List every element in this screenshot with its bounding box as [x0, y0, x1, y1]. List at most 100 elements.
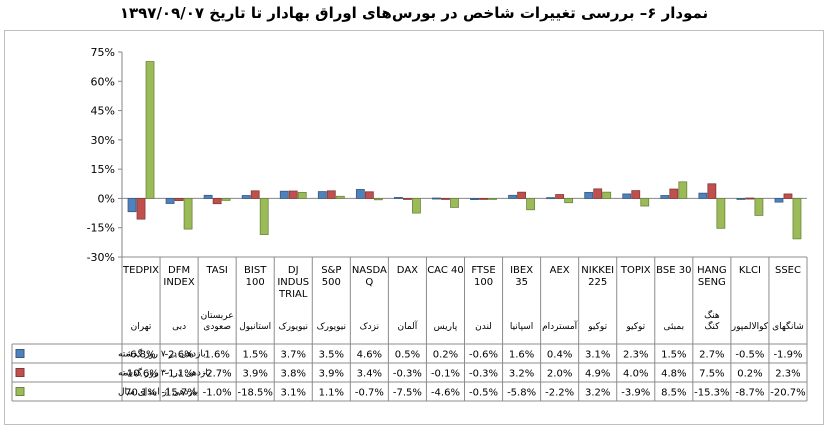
- y-tick-label: -15%: [87, 222, 115, 235]
- bar: [488, 198, 497, 200]
- y-tick-label: 60%: [91, 75, 115, 88]
- data-label: -2.7%: [203, 369, 232, 380]
- category-label: INDEX: [163, 277, 194, 288]
- bar: [288, 190, 298, 199]
- bar: [479, 198, 488, 200]
- y-tick-label: 75%: [91, 46, 115, 59]
- location-label: توکیو: [587, 322, 607, 332]
- category-label: Q: [365, 277, 373, 288]
- data-label: 3.1%: [281, 388, 306, 399]
- data-label: 7.5%: [699, 369, 724, 380]
- data-label: 0.2%: [433, 350, 458, 361]
- data-label: 4.9%: [585, 369, 610, 380]
- data-label: 0.5%: [395, 350, 420, 361]
- bar: [136, 198, 146, 220]
- data-label: 1.1%: [319, 388, 344, 399]
- data-label: -1.1%: [165, 369, 194, 380]
- bar: [250, 190, 260, 199]
- data-label: 3.5%: [319, 350, 344, 361]
- bar: [441, 198, 450, 200]
- bar: [774, 198, 784, 203]
- category-label: TASI: [205, 265, 227, 276]
- category-label: NASDA: [352, 265, 387, 276]
- bar: [174, 198, 184, 201]
- bar: [297, 191, 307, 199]
- data-label: -0.5%: [735, 350, 764, 361]
- bar: [783, 193, 793, 199]
- data-label: 0.2%: [737, 369, 762, 380]
- bar: [678, 181, 688, 199]
- legend-key: [15, 387, 25, 396]
- legend-key: [15, 368, 25, 377]
- bar: [212, 198, 222, 205]
- location-label: شانگهای: [772, 320, 804, 332]
- bar: [584, 191, 594, 199]
- location-label: لندن: [475, 322, 492, 332]
- category-label: SSEC: [775, 265, 801, 276]
- bar: [508, 194, 517, 199]
- y-tick-label: 15%: [91, 163, 115, 176]
- data-label: 4.8%: [661, 369, 686, 380]
- location-label: آمستردام: [542, 320, 578, 332]
- data-label: 1.6%: [204, 350, 229, 361]
- data-label: 3.7%: [281, 350, 306, 361]
- location-label: کنگ: [704, 320, 720, 332]
- data-label: -0.5%: [469, 388, 498, 399]
- location-label: نزدک: [360, 321, 380, 332]
- data-label: -0.6%: [469, 350, 498, 361]
- location-label: صعودی: [203, 322, 231, 332]
- bar: [165, 198, 175, 204]
- data-label: 4.6%: [357, 350, 382, 361]
- data-label: 3.1%: [585, 350, 610, 361]
- category-label: TRIAL: [278, 289, 308, 300]
- data-label: 3.9%: [242, 369, 267, 380]
- bar: [335, 195, 345, 199]
- data-label: -0.7%: [355, 388, 384, 399]
- location-label: اسپانیا: [510, 322, 533, 332]
- bar: [221, 198, 231, 201]
- data-label: -15.7%: [161, 388, 196, 399]
- data-label: -0.3%: [393, 369, 422, 380]
- data-label: 3.8%: [281, 369, 306, 380]
- bar: [593, 188, 603, 199]
- bar: [259, 198, 269, 235]
- bar: [517, 191, 526, 199]
- bar: [669, 188, 679, 199]
- bar: [745, 197, 755, 200]
- series-name: بازدهی در ۷ روز گذشته: [118, 348, 206, 360]
- data-label: -20.7%: [770, 388, 805, 399]
- data-label: -2.6%: [165, 350, 194, 361]
- location-label: تهران: [131, 322, 152, 332]
- data-label: 1.5%: [661, 350, 686, 361]
- bar: [555, 194, 565, 199]
- data-label: 3.2%: [585, 388, 610, 399]
- category-label: IBEX: [510, 265, 533, 276]
- category-label: 225: [588, 277, 607, 288]
- series-name: بازدهی از ابتدای سال: [118, 388, 198, 398]
- category-label: HANG: [697, 265, 727, 276]
- location-label: کوالالمپور: [731, 322, 769, 332]
- data-label: 2.0%: [547, 369, 572, 380]
- bar: [622, 193, 632, 199]
- bar: [450, 198, 459, 208]
- bar: [564, 198, 574, 204]
- bar: [203, 194, 213, 199]
- location-label: آلمان: [398, 320, 418, 332]
- data-label: -1.9%: [773, 350, 802, 361]
- bar: [355, 189, 365, 199]
- bar: [403, 198, 412, 200]
- chart-frame: [4, 30, 824, 425]
- location-label: عربستان: [201, 311, 234, 321]
- category-label: DFM: [168, 265, 190, 276]
- chart-title: نمودار ۶– بررسی تغییرات شاخص در بورس‌های…: [119, 4, 709, 22]
- location-label: هنگ: [704, 309, 720, 321]
- category-label: SENG: [698, 277, 726, 288]
- data-label: -5.8%: [507, 388, 536, 399]
- bar: [127, 198, 137, 213]
- category-label: TEDPIX: [122, 265, 159, 276]
- data-label: 2.7%: [699, 350, 724, 361]
- category-label: FTSE: [471, 265, 495, 276]
- location-label: دبی: [172, 322, 186, 332]
- data-label: -0.1%: [431, 369, 460, 380]
